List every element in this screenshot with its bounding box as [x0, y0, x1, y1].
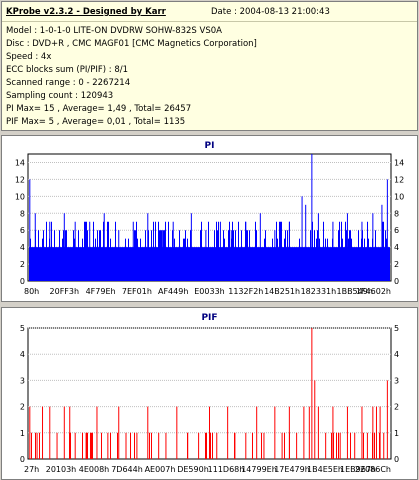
y-tick-label-right: 3 — [394, 376, 399, 385]
y-tick-label-right: 14 — [394, 158, 404, 167]
pif-chart-panel: PIF 0 0 1 1 2 2 3 3 4 4 5 5 27h 20103h 4E008h 7D644h AE00… — [1, 307, 418, 480]
data-baseline-fill — [29, 247, 390, 281]
x-tick-label: 4F79Eh — [86, 287, 116, 296]
x-tick-label: 4E008h — [79, 465, 109, 474]
x-tick-label: 14799Eh — [241, 465, 277, 474]
chart-title: PI — [205, 141, 215, 151]
info-speed: Speed : 4x — [6, 52, 52, 62]
x-tick-label: 1132F2h — [228, 287, 263, 296]
pif-chart: PIF 0 0 1 1 2 2 3 3 4 4 5 5 27h 20103h 4E008h 7D644h AE00… — [20, 313, 399, 474]
pi-chart: PI 0 0 2 2 4 4 6 6 8 8 10 10 12 12 14 14 80h 20FF3h 4F79Eh 7… — [15, 141, 404, 296]
y-tick-label-left: 2 — [20, 260, 25, 269]
y-tick-label-left: 8 — [20, 209, 25, 218]
x-tick-label: 20103h — [46, 465, 77, 474]
y-tick-label-right: 1 — [394, 429, 399, 438]
y-tick-label-left: 12 — [15, 175, 25, 184]
y-tick-label-right: 12 — [394, 175, 404, 184]
info-range: Scanned range : 0 - 2267214 — [6, 78, 131, 88]
x-tick-label: 1B4E5Eh — [307, 465, 343, 474]
scan-date: Date : 2004-08-13 21:00:43 — [211, 7, 330, 17]
x-tick-label: 14B251h — [264, 287, 300, 296]
chart-title: PIF — [201, 313, 217, 323]
pi-chart-panel: PI 0 0 2 2 4 4 6 6 8 8 10 10 12 12 14 14 80h 20FF3h 4F79Eh 7… — [1, 135, 418, 302]
x-tick-label: 22086Ch — [355, 465, 391, 474]
y-tick-label-left: 2 — [20, 403, 25, 412]
x-tick-label: 182331h — [301, 287, 337, 296]
y-tick-label-right: 8 — [394, 209, 399, 218]
x-tick-label: 17E479h — [274, 465, 310, 474]
y-tick-label-left: 1 — [20, 429, 25, 438]
y-tick-label-right: 4 — [394, 243, 399, 252]
y-tick-label-left: 6 — [20, 226, 25, 235]
y-tick-label-right: 0 — [394, 455, 399, 464]
app-title: KProbe v2.3.2 - Designed by Karr — [6, 7, 166, 17]
y-tick-label-right: 2 — [394, 403, 399, 412]
info-panel: KProbe v2.3.2 - Designed by Karr Date : … — [1, 1, 418, 131]
info-pif-stats: PIF Max= 5 , Average= 0,01 , Total= 1135 — [6, 117, 186, 127]
info-disc: Disc : DVD+R , CMC MAGF01 [CMC Magnetics… — [6, 39, 257, 49]
y-tick-label-right: 4 — [394, 350, 399, 359]
y-tick-label-right: 10 — [394, 192, 404, 201]
y-tick-label-right: 0 — [394, 277, 399, 286]
y-tick-label-left: 10 — [15, 192, 25, 201]
x-tick-label: 20FF3h — [50, 287, 80, 296]
x-tick-label: 1EB967h — [340, 465, 376, 474]
x-tick-label: DE590h — [177, 465, 209, 474]
x-tick-label: 1BB549h — [336, 287, 372, 296]
y-tick-label-left: 14 — [15, 158, 25, 167]
x-tick-label: 7EF01h — [122, 287, 152, 296]
y-tick-label-right: 5 — [394, 324, 399, 333]
info-pi-stats: PI Max= 15 , Average= 1,49 , Total= 2645… — [6, 104, 192, 114]
y-tick-label-left: 4 — [20, 243, 25, 252]
y-tick-label-left: 0 — [20, 277, 25, 286]
info-sampling: Sampling count : 120943 — [6, 91, 114, 101]
x-tick-label: 80h — [24, 287, 39, 296]
y-tick-label-right: 2 — [394, 260, 399, 269]
y-tick-label-left: 0 — [20, 455, 25, 464]
y-tick-label-left: 4 — [20, 350, 25, 359]
x-tick-label: 111D68h — [208, 465, 245, 474]
info-model: Model : 1-0-1-0 LITE-ON DVDRW SOHW-832S … — [6, 26, 222, 36]
x-tick-label: 27h — [24, 465, 39, 474]
x-tick-label: E0033h — [194, 287, 224, 296]
x-tick-label: 7D644h — [111, 465, 143, 474]
y-tick-label-left: 3 — [20, 376, 25, 385]
y-tick-label-right: 6 — [394, 226, 399, 235]
x-tick-label: 1F4602h — [356, 287, 391, 296]
x-tick-label: AE007h — [145, 465, 176, 474]
info-ecc: ECC blocks sum (PI/PIF) : 8/1 — [6, 65, 129, 75]
info-separator — [2, 21, 417, 22]
x-tick-label: AF449h — [158, 287, 188, 296]
y-tick-label-left: 5 — [20, 324, 25, 333]
